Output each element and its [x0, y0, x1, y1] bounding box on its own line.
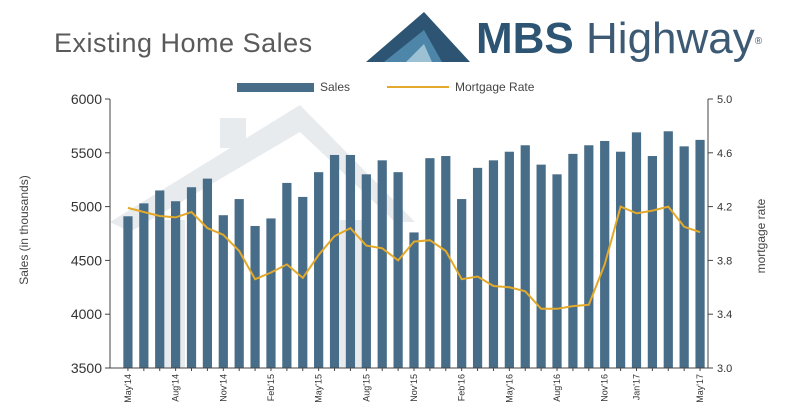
sales-bar — [520, 145, 530, 368]
y-tick-label-right: 3.8 — [717, 255, 732, 267]
mortgage-rate-line — [127, 205, 701, 310]
sales-bar — [679, 146, 689, 368]
brand-bold: MBS — [476, 14, 574, 63]
sales-bar — [282, 182, 292, 368]
sales-bar — [314, 172, 324, 368]
sales-bar — [631, 132, 642, 368]
sales-bar — [329, 154, 340, 368]
sales-bar — [504, 151, 514, 368]
bars-group — [123, 131, 705, 368]
sales-bar — [488, 160, 499, 368]
x-tick-label: Aug'15 — [361, 374, 371, 402]
sales-bar — [472, 167, 483, 368]
sales-bar — [647, 156, 657, 368]
brand-name: MBS Highway® — [476, 14, 762, 64]
y-tick-label-right: 4.2 — [717, 202, 732, 214]
brand-logo: MBS Highway® — [366, 10, 786, 80]
legend-label-mortgage-rate: Mortgage Rate — [455, 80, 535, 94]
axes-group: 6000 5500 5000 4500 4000 3500 5.0 4.6 4.2 3.8 3.4 3… — [71, 91, 732, 403]
legend-swatch-mortgage-rate — [387, 86, 449, 88]
y-axis-label-left: Sales (in thousands) — [17, 175, 31, 285]
sales-bar — [202, 178, 213, 368]
sales-bar — [536, 164, 546, 368]
sales-bar — [123, 216, 133, 368]
legend-label-sales: Sales — [320, 80, 351, 94]
x-tick-label: May'17 — [695, 374, 705, 403]
sales-bar — [186, 187, 197, 368]
x-tick-label: Jan'17 — [631, 374, 641, 400]
sales-bar — [600, 140, 610, 368]
legend-item-mortgage-rate: Mortgage Rate — [387, 80, 534, 94]
sales-bar — [663, 131, 673, 368]
y-tick-label-left: 6000 — [71, 91, 102, 107]
legend-swatch-sales — [237, 82, 314, 92]
y-axis-label-right: mortgage rate — [754, 198, 768, 274]
brand-light: Highway — [586, 14, 755, 63]
sales-bar — [695, 139, 705, 368]
sales-bar — [234, 199, 244, 368]
sales-bar — [584, 145, 594, 368]
x-tick-label: Aug'16 — [552, 374, 562, 402]
y-tick-label-left: 5500 — [71, 145, 102, 161]
x-tick-label: Feb'16 — [457, 374, 467, 401]
brand-registered: ® — [754, 35, 763, 47]
x-tick-label: May'16 — [504, 374, 514, 403]
sales-bar — [441, 156, 451, 368]
x-tick-label: May'14 — [123, 374, 133, 403]
x-tick-label: Feb'15 — [266, 374, 276, 401]
y-tick-label-left: 5000 — [71, 199, 102, 215]
sales-bar — [425, 158, 435, 368]
y-tick-label-right: 3.4 — [717, 309, 732, 321]
sales-bar — [409, 232, 419, 368]
sales-bar — [139, 203, 149, 368]
y-tick-label-right: 4.6 — [717, 148, 732, 160]
sales-bar — [552, 174, 562, 368]
y-tick-label-left: 4500 — [71, 252, 102, 268]
y-tick-label-right: 5.0 — [717, 94, 732, 106]
y-tick-label-right: 3.0 — [717, 363, 732, 375]
sales-bar — [361, 174, 371, 368]
x-tick-label: Nov'15 — [409, 374, 419, 402]
sales-bar — [171, 201, 181, 368]
sales-bar — [250, 225, 260, 368]
sales-bar — [457, 199, 467, 368]
sales-bar — [155, 190, 165, 368]
sales-bar — [345, 154, 356, 368]
y-tick-label-left: 3500 — [71, 360, 102, 376]
legend-item-sales: Sales — [237, 80, 350, 94]
sales-bar — [377, 160, 387, 368]
mountain-logo-icon — [366, 12, 470, 62]
sales-bar — [615, 151, 626, 368]
x-tick-label: Aug'14 — [171, 374, 181, 402]
y-tick-label-left: 4000 — [71, 306, 102, 322]
x-tick-label: Nov'16 — [600, 374, 610, 402]
sales-bar — [568, 153, 578, 368]
sales-bar — [298, 196, 308, 368]
sales-bar — [218, 215, 228, 368]
x-tick-label: Nov'14 — [218, 374, 228, 402]
page-title: Existing Home Sales — [54, 28, 313, 58]
x-tick-label: May'15 — [314, 374, 324, 403]
sales-bar — [393, 172, 403, 368]
sales-bar — [266, 218, 276, 368]
